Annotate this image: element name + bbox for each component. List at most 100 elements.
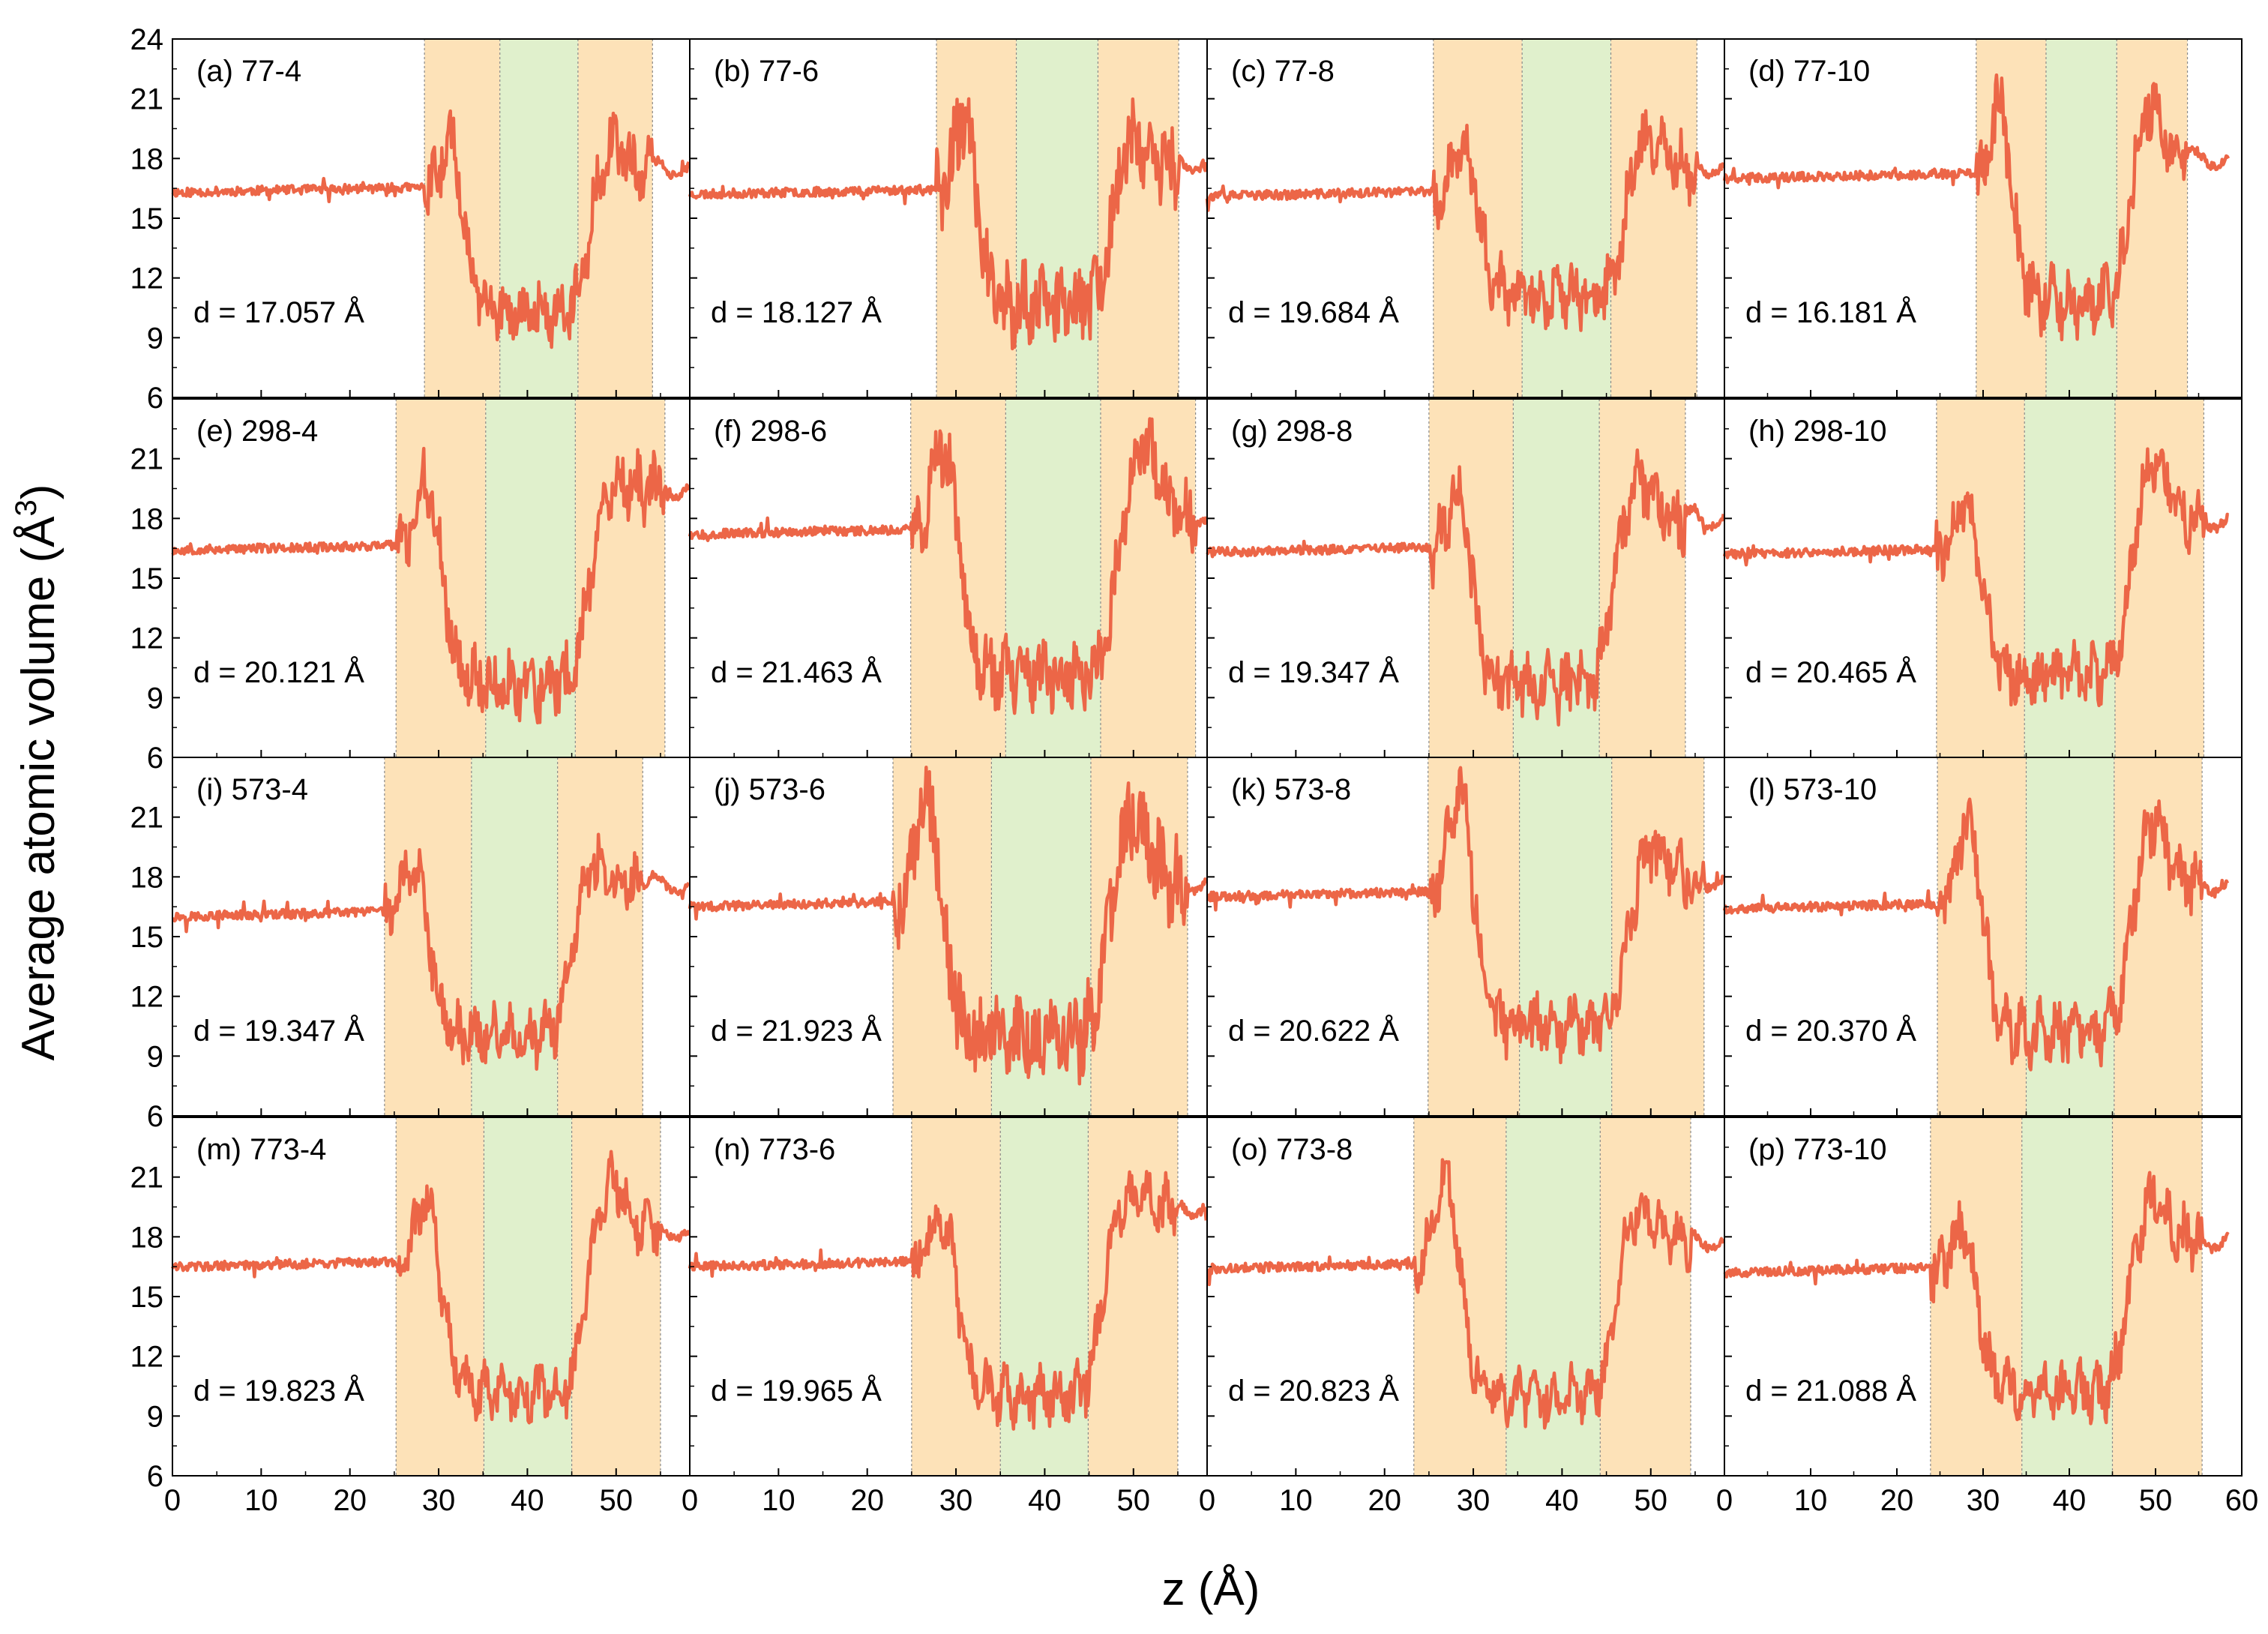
interface-zone-left <box>910 399 1006 757</box>
panel: 0 10 20 30 40 50 (o) 773-8 d = 20.823 Å <box>1199 1117 1725 1517</box>
axis-titles: Average atomic volume (Å3) z (Å) <box>10 484 1260 1615</box>
panel-title: (k) 573-8 <box>1231 773 1351 806</box>
panel: 0 10 20 30 40 50 60 (p) 773-10 d = 21.088 Å <box>1716 1117 2258 1517</box>
x-tick-label: 40 <box>1545 1484 1579 1517</box>
y-tick-label: 6 <box>147 1460 163 1493</box>
panel-title: (h) 298-10 <box>1748 415 1887 448</box>
interface-zone-right <box>1599 399 1685 757</box>
y-tick-label: 9 <box>147 1400 163 1433</box>
y-tick-label: 6 <box>147 382 163 415</box>
x-tick-label: 50 <box>2139 1484 2173 1517</box>
y-tick-label: 9 <box>147 1040 163 1073</box>
panel-title: (f) 298-6 <box>714 415 827 448</box>
data-series-line <box>171 109 691 349</box>
panel-grid: 6 9 12 15 18 21 24 (a) 77-4 d = 17.057 Å (b) 77-6… <box>130 23 2259 1517</box>
y-tick-label: 21 <box>130 443 164 476</box>
panel-title: (i) 573-4 <box>196 773 308 806</box>
thickness-annotation: d = 19.965 Å <box>711 1374 882 1408</box>
panel: 0 10 20 30 40 50 (n) 773-6 d = 19.965 Å <box>682 1117 1209 1517</box>
x-tick-label: 10 <box>244 1484 278 1517</box>
x-tick-label: 40 <box>1028 1484 1062 1517</box>
panel: (j) 573-6 d = 21.923 Å <box>688 757 1208 1117</box>
y-tick-label: 18 <box>130 502 164 535</box>
thickness-annotation: d = 20.622 Å <box>1228 1014 1399 1048</box>
y-tick-label: 12 <box>130 622 164 655</box>
y-tick-label: 21 <box>130 802 164 835</box>
x-tick-label: 30 <box>422 1484 456 1517</box>
thickness-annotation: d = 20.370 Å <box>1745 1014 1916 1048</box>
x-tick-label: 20 <box>1368 1484 1401 1517</box>
interface-zone-right <box>577 39 653 397</box>
data-series-line <box>688 1170 1209 1431</box>
y-tick-label: 21 <box>130 1162 164 1195</box>
panel: (k) 573-8 d = 20.622 Å <box>1206 757 1725 1117</box>
panel-title: (n) 773-6 <box>714 1133 835 1166</box>
panel-title: (g) 298-8 <box>1231 415 1353 448</box>
panel: 6 9 12 15 18 21 24 (a) 77-4 d = 17.057 Å <box>130 23 691 415</box>
y-tick-label: 15 <box>130 1281 164 1314</box>
panel-title: (o) 773-8 <box>1231 1133 1353 1166</box>
y-tick-label: 6 <box>147 1100 163 1133</box>
panel: (l) 573-10 d = 20.370 Å <box>1722 757 2243 1117</box>
y-tick-label: 12 <box>130 1341 164 1374</box>
panel: (g) 298-8 d = 19.347 Å <box>1206 398 1726 758</box>
x-tick-label: 50 <box>1634 1484 1668 1517</box>
x-tick-label: 0 <box>682 1484 698 1517</box>
x-tick-label: 20 <box>850 1484 884 1517</box>
x-tick-label: 30 <box>939 1484 973 1517</box>
thickness-annotation: d = 21.463 Å <box>711 655 882 689</box>
panel-title: (l) 573-10 <box>1748 773 1877 806</box>
x-tick-label: 10 <box>1279 1484 1313 1517</box>
core-zone <box>2045 39 2117 397</box>
thickness-annotation: d = 17.057 Å <box>193 295 364 329</box>
interface-zone-left <box>1976 39 2046 397</box>
panel-title: (j) 573-6 <box>714 773 825 806</box>
y-tick-label: 15 <box>130 562 164 595</box>
x-tick-label: 0 <box>1199 1484 1215 1517</box>
x-tick-label: 40 <box>2053 1484 2087 1517</box>
data-series-line <box>1206 766 1725 1065</box>
y-tick-label: 18 <box>130 861 164 894</box>
thickness-annotation: d = 20.121 Å <box>193 655 364 689</box>
y-tick-label: 12 <box>130 981 164 1014</box>
panel: (b) 77-6 d = 18.127 Å <box>688 38 1209 398</box>
x-tick-label: 30 <box>1457 1484 1491 1517</box>
x-tick-label: 20 <box>333 1484 367 1517</box>
panel: (h) 298-10 d = 20.465 Å <box>1722 398 2243 758</box>
data-series-line <box>1205 109 1725 332</box>
y-tick-label: 21 <box>130 83 164 116</box>
thickness-annotation: d = 20.465 Å <box>1745 655 1916 689</box>
panel-title: (b) 77-6 <box>714 55 819 88</box>
interface-zone-right <box>1088 1117 1178 1476</box>
x-axis-title: z (Å) <box>1162 1564 1260 1615</box>
thickness-annotation: d = 18.127 Å <box>711 295 882 329</box>
data-series-line <box>688 97 1209 351</box>
thickness-annotation: d = 19.684 Å <box>1228 295 1399 329</box>
interface-zone-left <box>1413 1117 1506 1476</box>
y-tick-label: 18 <box>130 142 164 175</box>
y-tick-label: 12 <box>130 262 164 295</box>
panel-title: (c) 77-8 <box>1231 55 1335 88</box>
data-series-line <box>688 766 1208 1086</box>
x-tick-label: 0 <box>1716 1484 1733 1517</box>
y-tick-label: 24 <box>130 23 164 56</box>
interface-zone-right <box>1600 1117 1691 1476</box>
data-series-line <box>1206 1158 1725 1430</box>
panel-title: (p) 773-10 <box>1748 1133 1887 1166</box>
data-series-line <box>1722 73 2231 342</box>
y-axis-title: Average atomic volume (Å3) <box>10 484 64 1061</box>
y-tick-label: 6 <box>147 742 163 775</box>
thickness-annotation: d = 20.823 Å <box>1228 1374 1399 1408</box>
data-series-line <box>1723 1171 2230 1426</box>
core-zone <box>1519 757 1612 1116</box>
interface-zone-right <box>557 757 643 1116</box>
thickness-annotation: d = 19.823 Å <box>193 1374 364 1408</box>
panel: (f) 298-6 d = 21.463 Å <box>688 398 1209 758</box>
x-tick-label: 30 <box>1967 1484 2000 1517</box>
x-tick-label: 50 <box>600 1484 634 1517</box>
x-tick-label: 10 <box>762 1484 795 1517</box>
x-tick-label: 20 <box>1880 1484 1914 1517</box>
data-series-line <box>170 1150 691 1425</box>
x-tick-label: 0 <box>164 1484 181 1517</box>
